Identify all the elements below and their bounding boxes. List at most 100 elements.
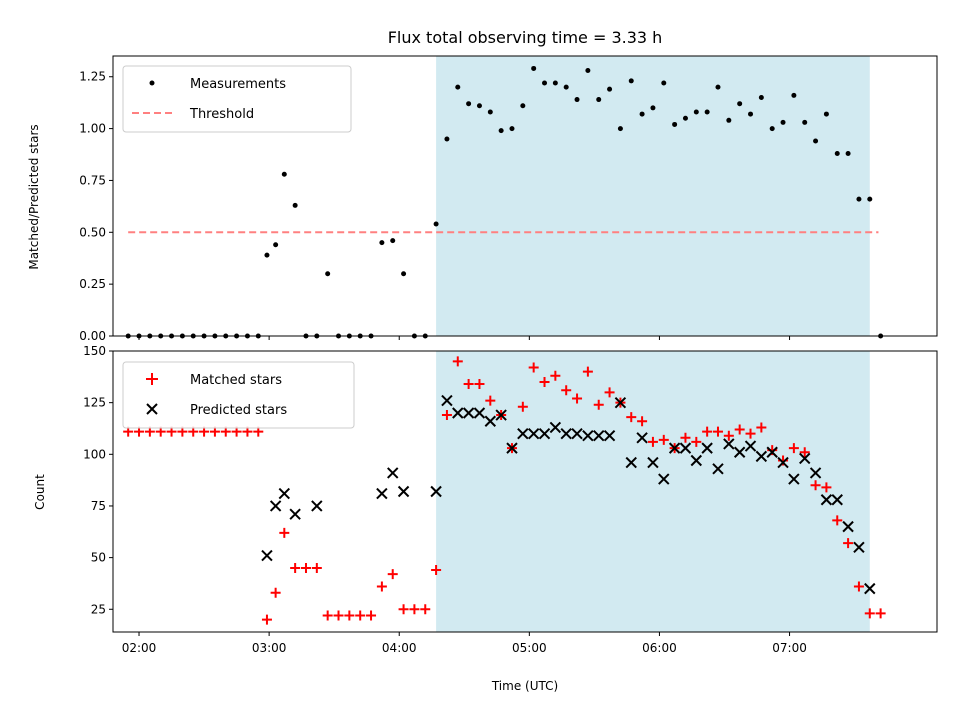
predicted-star-point bbox=[549, 421, 562, 434]
measurement-point bbox=[715, 84, 721, 90]
predicted-star-point bbox=[517, 427, 529, 440]
measurement-point bbox=[856, 196, 862, 202]
measurement-point bbox=[531, 65, 537, 71]
predicted-star-point bbox=[376, 487, 388, 500]
y-tick-label: 0.25 bbox=[79, 277, 106, 291]
matched-star-point bbox=[463, 379, 474, 390]
y-tick-label: 0.50 bbox=[79, 225, 106, 239]
measurement-point bbox=[693, 109, 699, 115]
x-tick-label: 06:00 bbox=[642, 641, 677, 655]
chart-title: Flux total observing time = 3.33 h bbox=[388, 28, 663, 47]
predicted-star-point bbox=[625, 456, 637, 469]
predicted-star-point bbox=[733, 446, 746, 458]
predicted-star-point bbox=[864, 582, 876, 595]
measurement-point bbox=[379, 240, 385, 246]
predicted-star-point bbox=[560, 427, 572, 440]
predicted-star-point bbox=[484, 415, 497, 427]
measurement-point bbox=[390, 238, 396, 244]
matched-star-point bbox=[734, 424, 745, 435]
predicted-star-point bbox=[744, 440, 757, 452]
measurement-point bbox=[726, 117, 732, 123]
predicted-star-point bbox=[755, 450, 768, 463]
predicted-star-point bbox=[269, 500, 282, 512]
matched-star-point bbox=[431, 565, 442, 576]
predicted-star-point bbox=[441, 394, 453, 407]
matched-star-point bbox=[485, 395, 496, 406]
legend-marker-matched bbox=[146, 373, 158, 385]
predicted-star-point bbox=[387, 467, 399, 479]
predicted-star-point bbox=[495, 409, 507, 421]
top-legend: Measurements Threshold bbox=[122, 65, 352, 133]
predicted-star-point bbox=[777, 456, 789, 469]
measurement-point bbox=[607, 86, 613, 92]
measurement-point bbox=[704, 109, 710, 115]
measurement-point bbox=[639, 111, 645, 117]
predicted-star-point bbox=[311, 500, 323, 512]
matched-star-point bbox=[517, 401, 528, 412]
measurement-point bbox=[650, 105, 656, 111]
matched-star-point bbox=[355, 610, 366, 621]
bottom-xlabel: Time (UTC) bbox=[491, 679, 558, 693]
measurement-point bbox=[823, 111, 829, 117]
matched-star-point bbox=[366, 610, 377, 621]
predicted-star-point bbox=[261, 549, 273, 562]
x-tick-label: 03:00 bbox=[252, 641, 287, 655]
measurement-point bbox=[487, 109, 493, 115]
shaded-region-rect bbox=[436, 351, 870, 632]
predicted-star-point bbox=[603, 430, 616, 442]
matched-star-point bbox=[452, 356, 463, 367]
matched-star-point bbox=[658, 434, 669, 445]
measurement-point bbox=[552, 80, 558, 86]
x-tick-label: 02:00 bbox=[122, 641, 157, 655]
matched-star-point bbox=[821, 482, 832, 493]
matched-star-point bbox=[376, 581, 387, 592]
y-tick-label: 0.75 bbox=[79, 173, 106, 187]
predicted-star-point bbox=[842, 520, 854, 533]
matched-star-point bbox=[647, 436, 658, 447]
top-ylabel: Matched/Predicted stars bbox=[27, 124, 41, 269]
x-tick-label: 05:00 bbox=[512, 641, 547, 655]
matched-star-point bbox=[290, 562, 301, 573]
y-tick-label: 25 bbox=[91, 602, 106, 616]
measurement-point bbox=[780, 119, 786, 125]
bottom-axis-ticks: 02:00 03:00 04:00 05:00 06:00 07:00 25 50 75 100 1… bbox=[83, 344, 807, 655]
matched-star-point bbox=[344, 610, 355, 621]
measurement-point bbox=[325, 271, 331, 277]
predicted-star-point bbox=[690, 454, 703, 467]
measurement-point bbox=[769, 126, 775, 132]
predicted-star-point bbox=[538, 427, 551, 440]
predicted-star-point bbox=[593, 430, 605, 442]
matched-star-point bbox=[279, 527, 290, 538]
measurement-point bbox=[574, 97, 580, 103]
measurement-point bbox=[628, 78, 634, 84]
measurement-point bbox=[585, 68, 591, 74]
y-tick-label: 1.00 bbox=[79, 122, 106, 136]
predicted-star-point bbox=[462, 407, 475, 419]
top-legend-box bbox=[122, 65, 352, 133]
predicted-star-point bbox=[766, 446, 778, 458]
matched-star-point bbox=[680, 432, 691, 443]
matched-star-point bbox=[702, 426, 713, 437]
predicted-star-point bbox=[723, 438, 735, 450]
matched-star-point bbox=[637, 416, 648, 427]
legend-marker-measurements bbox=[149, 80, 155, 86]
matched-star-point bbox=[387, 569, 398, 580]
predicted-star-point bbox=[647, 456, 659, 469]
matched-star-point bbox=[539, 376, 550, 387]
matched-star-point bbox=[561, 385, 572, 396]
y-tick-label: 0.00 bbox=[79, 329, 106, 343]
matched-star-point bbox=[322, 610, 333, 621]
measurement-point bbox=[401, 271, 407, 277]
measurement-point bbox=[444, 136, 450, 142]
predicted-star-point bbox=[473, 407, 486, 419]
measurement-point bbox=[748, 111, 754, 117]
measurement-point bbox=[596, 97, 602, 103]
top-shaded-region bbox=[436, 56, 870, 336]
matched-star-point bbox=[409, 604, 420, 615]
measurement-point bbox=[834, 150, 840, 156]
matched-star-point bbox=[398, 604, 409, 615]
predicted-star-point bbox=[278, 487, 291, 500]
predicted-star-point bbox=[527, 427, 540, 440]
y-tick-label: 100 bbox=[83, 447, 106, 461]
